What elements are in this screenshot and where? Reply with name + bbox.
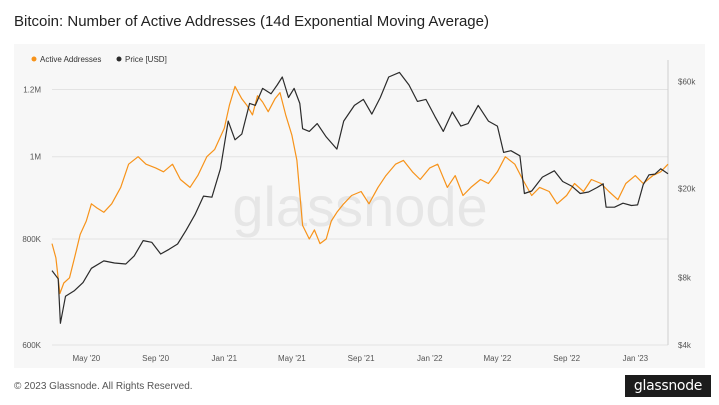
y-right-tick-label: $4k — [678, 341, 692, 350]
y-right-tick-label: $8k — [678, 274, 692, 283]
glassnode-logo: glassnode — [625, 375, 711, 397]
y-left-tick-label: 1.2M — [23, 86, 41, 95]
x-tick-label: May '20 — [72, 354, 100, 363]
y-left-tick-label: 1M — [30, 153, 41, 162]
legend-marker — [116, 56, 122, 62]
chart-panel: glassnode 600K 800K 1M 1.2M $4k $8k $20k $60k … — [14, 44, 705, 368]
y-right-tick-label: $60k — [678, 78, 696, 87]
x-tick-label: May '21 — [278, 354, 306, 363]
x-tick-label: Jan '21 — [212, 354, 238, 363]
legend-label: Price [USD] — [125, 55, 167, 64]
x-tick-label: Sep '22 — [553, 354, 580, 363]
y-left-tick-label: 600K — [22, 341, 41, 350]
active-addresses-line — [51, 85, 669, 295]
chart-title: Bitcoin: Number of Active Addresses (14d… — [14, 13, 489, 30]
legend-marker — [31, 56, 37, 62]
x-tick-label: Sep '21 — [348, 354, 375, 363]
x-tick-label: May '22 — [484, 354, 512, 363]
legend-label: Active Addresses — [40, 55, 101, 64]
y-left-tick-label: 800K — [22, 235, 41, 244]
x-tick-label: Jan '22 — [417, 354, 443, 363]
price-line — [51, 71, 669, 324]
y-right-tick-label: $20k — [678, 185, 696, 194]
x-tick-label: Sep '20 — [142, 354, 169, 363]
x-tick-label: Jan '23 — [623, 354, 649, 363]
watermark: glassnode — [232, 175, 487, 238]
copyright-text: © 2023 Glassnode. All Rights Reserved. — [14, 381, 193, 392]
